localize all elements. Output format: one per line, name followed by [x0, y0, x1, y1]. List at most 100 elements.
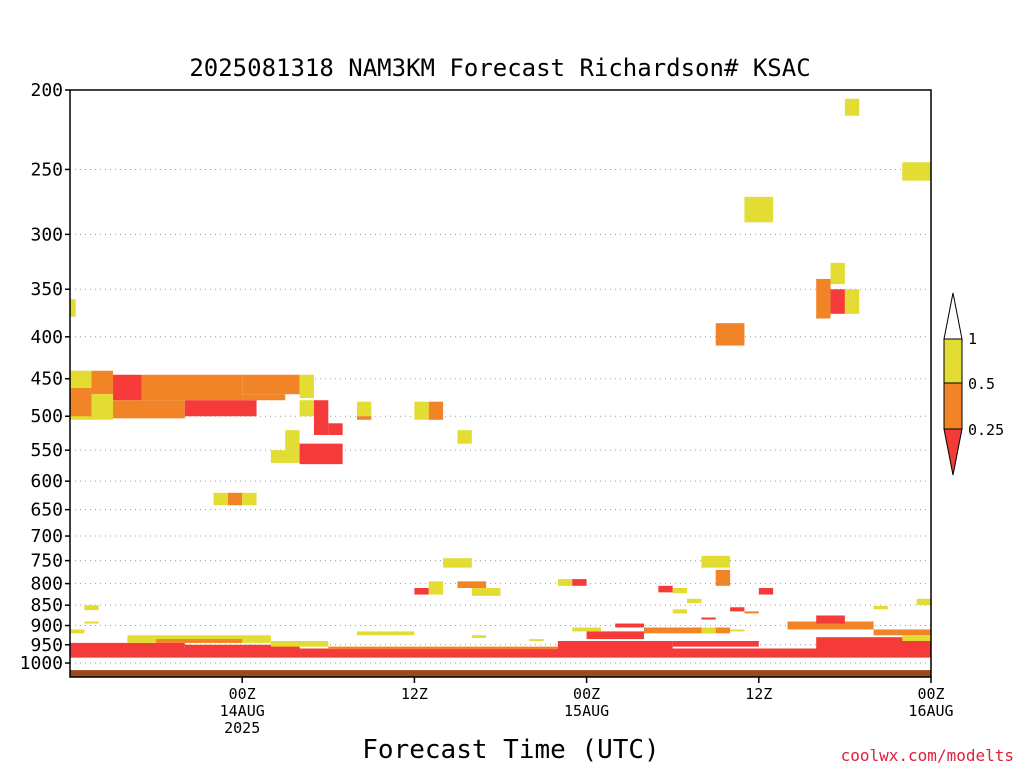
- ri-cell-68: [816, 637, 931, 649]
- legend-swatch-orange: [943, 382, 963, 430]
- ri-cell-51: [658, 585, 673, 593]
- ri-cell-36: [744, 196, 774, 223]
- xtick-label-2-1: 15AUG: [564, 702, 609, 720]
- ri-cell-35: [715, 323, 745, 346]
- ri-cell-41: [844, 289, 860, 314]
- ri-cell-10: [184, 400, 257, 417]
- ytick-label-450: 450: [30, 369, 63, 390]
- ri-cell-17: [299, 443, 343, 465]
- ri-cell-18: [213, 492, 228, 506]
- ri-cell-2: [70, 388, 92, 417]
- ytick-label-1000: 1000: [20, 653, 63, 674]
- ri-cell-75: [672, 641, 759, 647]
- ri-cell-19: [227, 492, 243, 506]
- ytick-label-250: 250: [30, 159, 63, 180]
- xtick-label-4-0: 00Z: [917, 685, 944, 703]
- ri-cell-30: [471, 588, 501, 596]
- ri-cell-71: [270, 641, 329, 647]
- ri-cell-76: [787, 621, 874, 630]
- ri-cell-62: [84, 621, 99, 624]
- ri-cell-88: [701, 617, 716, 620]
- ri-cell-85: [572, 627, 601, 632]
- ri-cell-23: [414, 401, 429, 420]
- ri-cell-7: [141, 374, 243, 401]
- ri-cell-4: [91, 394, 114, 420]
- ground-layer: [70, 670, 931, 677]
- legend-label-0.5: 0.5: [968, 375, 995, 393]
- plot-frame: [69, 89, 932, 678]
- ri-cell-39: [816, 278, 831, 319]
- ri-cell-54: [758, 588, 774, 595]
- xtick-label-0-0: 00Z: [229, 685, 256, 703]
- ytick-label-600: 600: [30, 471, 63, 492]
- ri-cell-74: [644, 627, 731, 634]
- ytick-label-500: 500: [30, 406, 63, 427]
- ytick-label-900: 900: [30, 616, 63, 637]
- ri-cell-73: [586, 631, 644, 640]
- ri-cell-66: [184, 644, 300, 650]
- ri-cell-84: [529, 639, 544, 642]
- ri-cell-21: [357, 401, 372, 417]
- ri-cell-34: [715, 569, 731, 586]
- ri-cell-5: [113, 374, 142, 401]
- ri-cell-24: [428, 401, 444, 420]
- ri-cell-6: [113, 400, 185, 419]
- ri-cell-58: [916, 598, 931, 606]
- x-axis-label: Forecast Time (UTC): [362, 735, 659, 765]
- xtick-label-2-0: 00Z: [573, 685, 600, 703]
- ri-cell-8: [242, 374, 300, 395]
- xtick-label-4-1: 16AUG: [908, 702, 953, 720]
- xtick-label-0-2: 2025: [224, 719, 260, 737]
- ri-cell-13: [313, 400, 329, 435]
- color-legend: 1 0.5 0.25: [943, 292, 1004, 476]
- ri-cell-86: [615, 623, 644, 628]
- ri-cell-0: [70, 299, 76, 317]
- ri-cell-87: [701, 627, 716, 634]
- ri-cell-78: [873, 629, 931, 636]
- ground-surface: [70, 670, 931, 677]
- xtick-label-0-1: 14AUG: [220, 702, 265, 720]
- ri-cell-60: [873, 606, 888, 610]
- ytick-label-850: 850: [30, 595, 63, 616]
- ytick-label-700: 700: [30, 526, 63, 547]
- ri-cell-42: [902, 162, 931, 181]
- ri-cell-61: [84, 605, 99, 611]
- ri-cell-72: [328, 646, 558, 650]
- ri-cell-57: [672, 609, 688, 614]
- ri-cell-33: [701, 555, 731, 568]
- ri-cell-26: [443, 558, 472, 568]
- y-axis: 200 250 300 350 400 450 500 550 600 650 700 7508008…: [20, 80, 70, 674]
- legend-arrow-bottom: [943, 428, 963, 476]
- ytick-label-750: 750: [30, 551, 63, 572]
- ri-cell-38: [830, 262, 845, 285]
- ri-cell-55: [730, 607, 745, 612]
- ri-cell-27: [414, 588, 429, 595]
- ri-cell-32: [572, 579, 587, 586]
- credit-text: coolwx.com/modelts: [841, 746, 1014, 765]
- ri-cell-11: [242, 394, 286, 401]
- grid-lines: [70, 89, 931, 664]
- ri-cell-28: [428, 581, 444, 595]
- legend-label-0.25: 0.25: [968, 421, 1004, 439]
- ri-cell-22: [357, 416, 372, 420]
- ri-cell-15: [270, 450, 300, 463]
- legend-swatch-yellow: [943, 338, 963, 384]
- ri-cell-20: [242, 492, 257, 506]
- ri-cell-56: [744, 611, 759, 614]
- ytick-label-650: 650: [30, 500, 63, 521]
- ytick-label-800: 800: [30, 574, 63, 595]
- ri-cell-67: [557, 641, 673, 649]
- ytick-label-200: 200: [30, 80, 63, 101]
- ri-cell-65: [70, 642, 185, 649]
- xtick-label-3-0: 12Z: [745, 685, 772, 703]
- ri-cell-14: [328, 423, 343, 435]
- legend-arrow-top: [943, 292, 963, 340]
- ri-cell-77: [816, 615, 845, 624]
- ri-cell-63: [70, 629, 85, 634]
- ri-cell-31: [557, 579, 573, 586]
- ri-cell-69: [127, 635, 271, 643]
- ri-cell-25: [457, 430, 472, 444]
- ri-cell-70: [156, 639, 243, 643]
